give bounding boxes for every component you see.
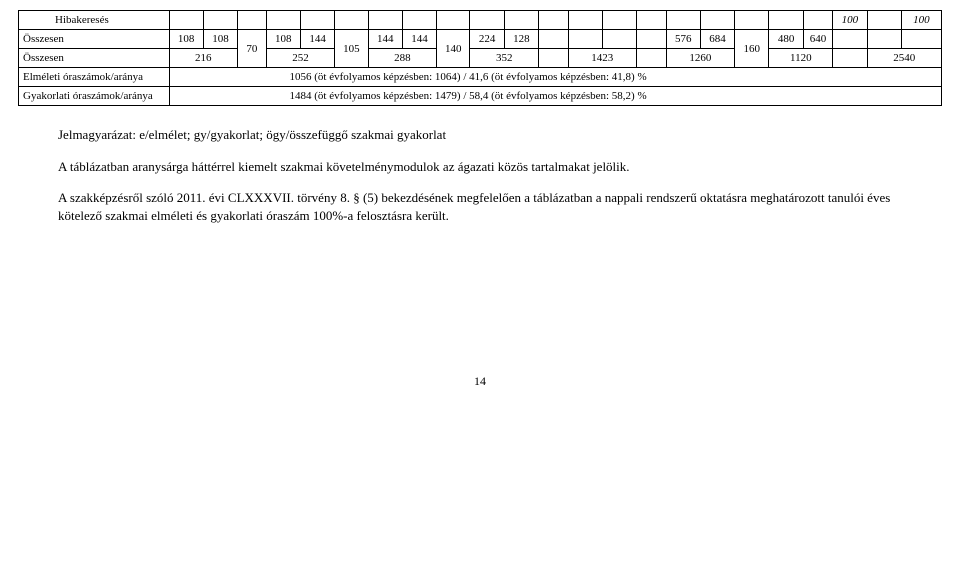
table-cell: 1423	[568, 49, 637, 68]
table-cell	[335, 11, 368, 30]
table-cell	[539, 11, 569, 30]
table-cell	[203, 11, 237, 30]
table-cell	[238, 11, 267, 30]
table-cell	[833, 30, 867, 49]
table-cell: 576	[666, 30, 700, 49]
table-cell: 1260	[666, 49, 735, 68]
table-cell	[769, 11, 803, 30]
table-cell: 480	[769, 30, 803, 49]
table-cell: 140	[437, 30, 470, 68]
table-cell: 105	[335, 30, 368, 68]
table-cell: 216	[169, 49, 238, 68]
table-cell: Összesen	[19, 30, 170, 49]
table-cell	[368, 11, 402, 30]
table-cell: Gyakorlati óraszámok/aránya	[19, 87, 170, 106]
table-cell	[637, 30, 667, 49]
law-note: A szakképzésről szóló 2011. évi CLXXXVII…	[58, 189, 902, 224]
table-cell	[867, 30, 901, 49]
table-cell: 108	[203, 30, 237, 49]
table-cell: 1120	[769, 49, 833, 68]
table-cell: 2540	[867, 49, 941, 68]
table-cell: 352	[470, 49, 539, 68]
table-cell: 128	[504, 30, 538, 49]
table-cell: 144	[368, 30, 402, 49]
table-cell: 640	[803, 30, 833, 49]
table-cell: 684	[700, 30, 734, 49]
table-cell: 288	[368, 49, 437, 68]
highlight-note: A táblázatban aranysárga háttérrel kieme…	[58, 158, 902, 176]
table-cell: 224	[470, 30, 504, 49]
table-cell	[637, 49, 667, 68]
table-cell: 100	[901, 11, 941, 30]
table-cell: Hibakeresés	[19, 11, 170, 30]
table-cell	[402, 11, 436, 30]
table-cell: 252	[266, 49, 335, 68]
table-cell: 108	[169, 30, 203, 49]
table-cell: 1056 (öt évfolyamos képzésben: 1064) / 4…	[169, 68, 941, 87]
table-cell	[602, 30, 636, 49]
table-cell: 144	[300, 30, 334, 49]
table-cell	[437, 11, 470, 30]
table-cell	[803, 11, 833, 30]
table-cell	[539, 30, 569, 49]
table-cell: Elméleti óraszámok/aránya	[19, 68, 170, 87]
table-cell	[504, 11, 538, 30]
legend-text: Jelmagyarázat: e/elmélet; gy/gyakorlat; …	[58, 126, 902, 144]
table-cell: Összesen	[19, 49, 170, 68]
table-cell	[169, 11, 203, 30]
table-cell	[568, 11, 602, 30]
table-cell: 108	[266, 30, 300, 49]
table-cell	[666, 11, 700, 30]
table-cell	[539, 49, 569, 68]
table-cell: 100	[833, 11, 867, 30]
table-cell	[637, 11, 667, 30]
table-cell	[867, 11, 901, 30]
table-cell	[833, 49, 867, 68]
table-cell	[700, 11, 734, 30]
table-cell	[568, 30, 602, 49]
table-cell	[735, 11, 769, 30]
page-number: 14	[18, 374, 942, 389]
table-cell: 1484 (öt évfolyamos képzésben: 1479) / 5…	[169, 87, 941, 106]
data-table: Hibakeresés100100Összesen108108701081441…	[18, 10, 942, 106]
table-cell: 160	[735, 30, 769, 68]
table-cell	[300, 11, 334, 30]
table-cell: 144	[402, 30, 436, 49]
table-cell	[602, 11, 636, 30]
table-cell	[901, 30, 941, 49]
table-cell	[266, 11, 300, 30]
table-cell	[470, 11, 504, 30]
table-cell: 70	[238, 30, 267, 68]
